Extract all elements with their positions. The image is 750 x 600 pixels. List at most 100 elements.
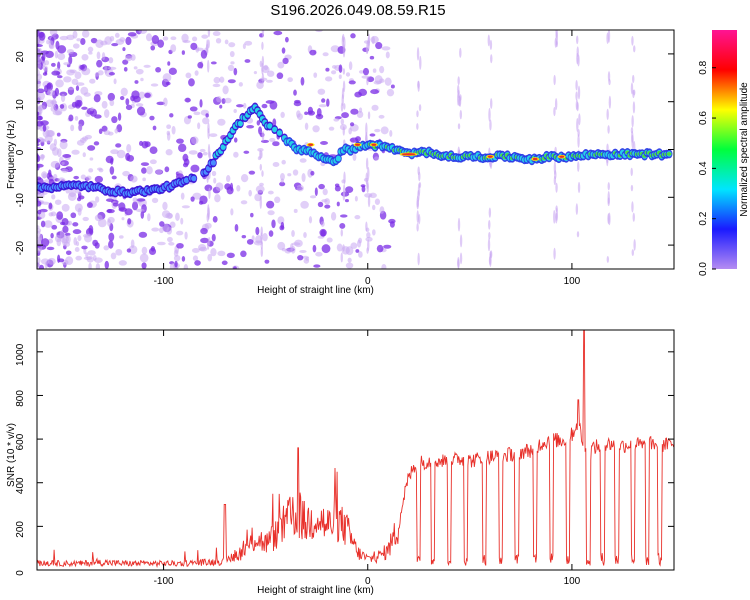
noise-blob [142,177,146,182]
noise-blob [119,37,126,42]
noise-blob [264,259,270,264]
noise-blob [51,194,56,200]
noise-blob [265,79,273,83]
streak-blob [576,117,579,132]
noise-blob [170,44,177,53]
noise-blob [341,112,349,119]
noise-blob [266,200,275,209]
noise-blob [144,92,151,98]
noise-blob [140,162,150,167]
noise-blob [312,244,317,253]
noise-blob [115,143,122,148]
noise-blob [139,253,149,263]
noise-blob [301,173,306,183]
streak-blob [489,251,492,258]
noise-blob [37,47,42,56]
noise-blob [372,68,377,73]
noise-blob [241,234,247,239]
noise-blob [121,217,125,221]
noise-blob [345,72,351,77]
noise-blob [313,264,321,268]
noise-blob [355,249,360,253]
noise-blob [37,56,43,64]
noise-blob [66,34,75,41]
colorbar-tick-label: 0.4 [698,161,709,175]
noise-blob [369,192,377,199]
streak-blob [487,34,491,47]
y-tick-label: 0 [15,570,26,576]
noise-blob [191,136,199,145]
noise-blob [88,168,94,173]
noise-blob [40,258,50,265]
streak-blob [206,212,209,223]
noise-blob [94,175,104,183]
noise-blob [188,150,198,155]
hot-spot [487,155,493,158]
noise-blob [42,72,48,76]
noise-blob [154,169,163,175]
noise-blob [330,45,340,53]
noise-blob [79,64,85,70]
colorbar-tick-label: 0.0 [698,262,709,276]
noise-blob [139,140,144,146]
noise-blob [244,59,251,63]
noise-blob [217,118,226,126]
noise-blob [127,218,132,225]
streak-blob [342,126,345,136]
noise-blob [372,204,376,211]
noise-blob [80,86,89,95]
y-axis-label: SNR (10 * v/v) [6,423,17,487]
noise-blob [44,60,50,66]
noise-blob [37,200,42,207]
noise-blob [45,129,54,138]
noise-blob [98,168,104,173]
streak-blob [633,239,636,251]
noise-blob [169,113,174,118]
noise-blob [110,149,119,155]
streak-blob [575,203,579,216]
noise-blob [149,146,158,155]
noise-blob [380,126,389,135]
streak-blob [488,207,492,218]
noise-blob [328,126,335,131]
streak-blob [342,244,345,252]
noise-blob [44,85,49,93]
noise-blob [226,175,231,183]
streak-blob [553,161,557,175]
streak-blob [459,109,463,120]
noise-blob [101,52,106,61]
noise-blob [219,104,223,109]
noise-blob [350,33,356,39]
streak-blob [343,171,346,185]
noise-blob [293,208,298,214]
noise-blob [72,229,82,235]
noise-blob [375,42,383,50]
noise-blob [51,224,58,230]
noise-blob [63,62,70,66]
streak-blob [633,45,636,53]
noise-blob [184,231,188,240]
noise-blob [300,200,309,209]
noise-blob [50,232,54,239]
noise-blob [122,47,126,52]
noise-blob [51,62,56,67]
noise-blob [197,152,203,159]
streak-blob [554,37,557,48]
x-tick-label: 0 [365,276,371,287]
noise-blob [180,192,185,200]
noise-blob [37,62,42,70]
noise-blob [95,263,100,269]
noise-blob [60,93,66,103]
streak-blob [488,255,492,266]
noise-blob [119,235,124,239]
noise-blob [116,149,126,159]
noise-blob [80,37,86,45]
noise-blob [356,110,364,119]
noise-blob [77,235,82,242]
noise-blob [389,130,393,137]
noise-blob [74,203,83,213]
x-tick-label: 100 [564,576,581,587]
noise-blob [37,193,43,198]
noise-blob [37,115,43,121]
streak-blob [343,103,346,110]
